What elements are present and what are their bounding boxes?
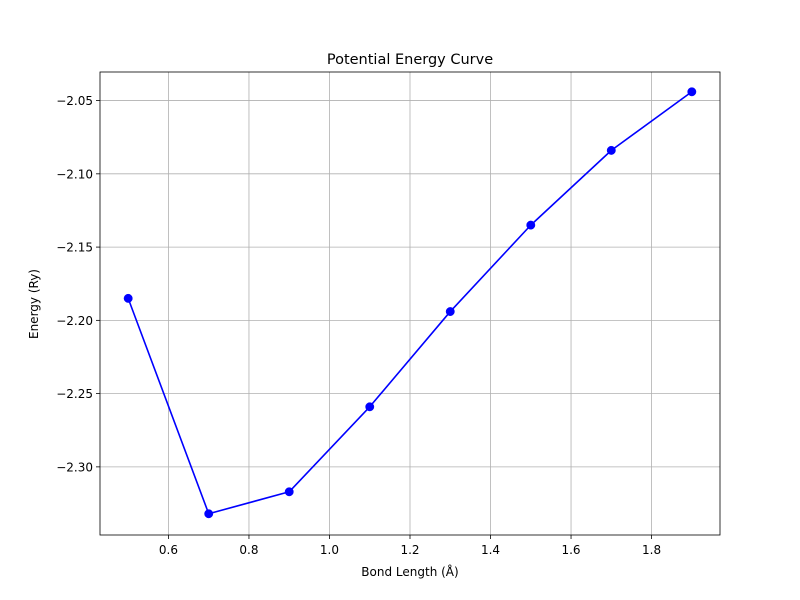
y-tick-label: −2.25 bbox=[56, 387, 93, 401]
x-tick-label: 1.6 bbox=[561, 543, 580, 557]
x-axis-label: Bond Length (Å) bbox=[361, 564, 458, 579]
x-tick-label: 1.4 bbox=[481, 543, 500, 557]
data-point bbox=[445, 307, 455, 317]
x-tick-label: 0.6 bbox=[159, 543, 178, 557]
plot-frame bbox=[99, 71, 721, 536]
y-tick-label: −2.30 bbox=[56, 460, 93, 474]
text-layer: Potential Energy Curve Bond Length (Å) E… bbox=[27, 52, 661, 579]
y-tick-label: −2.15 bbox=[56, 241, 93, 255]
y-tick-label: −2.05 bbox=[56, 94, 93, 108]
data-point bbox=[606, 145, 616, 155]
y-tick-label: −2.20 bbox=[56, 314, 93, 328]
series-line bbox=[127, 91, 693, 515]
data-point bbox=[204, 509, 214, 519]
x-tick-label: 1.8 bbox=[642, 543, 661, 557]
data-point bbox=[687, 87, 697, 97]
y-axis-label: Energy (Ry) bbox=[27, 269, 41, 339]
data-point bbox=[284, 487, 294, 497]
series-layer bbox=[123, 87, 697, 519]
data-point bbox=[365, 402, 375, 412]
y-tick-label: −2.10 bbox=[56, 167, 93, 181]
x-tick-label: 1.0 bbox=[320, 543, 339, 557]
axes-layer bbox=[96, 71, 721, 539]
x-tick-label: 0.8 bbox=[239, 543, 258, 557]
data-point bbox=[123, 293, 133, 303]
data-point bbox=[526, 220, 536, 230]
chart-title: Potential Energy Curve bbox=[327, 52, 493, 68]
grid-layer bbox=[100, 72, 720, 535]
x-tick-label: 1.2 bbox=[400, 543, 419, 557]
